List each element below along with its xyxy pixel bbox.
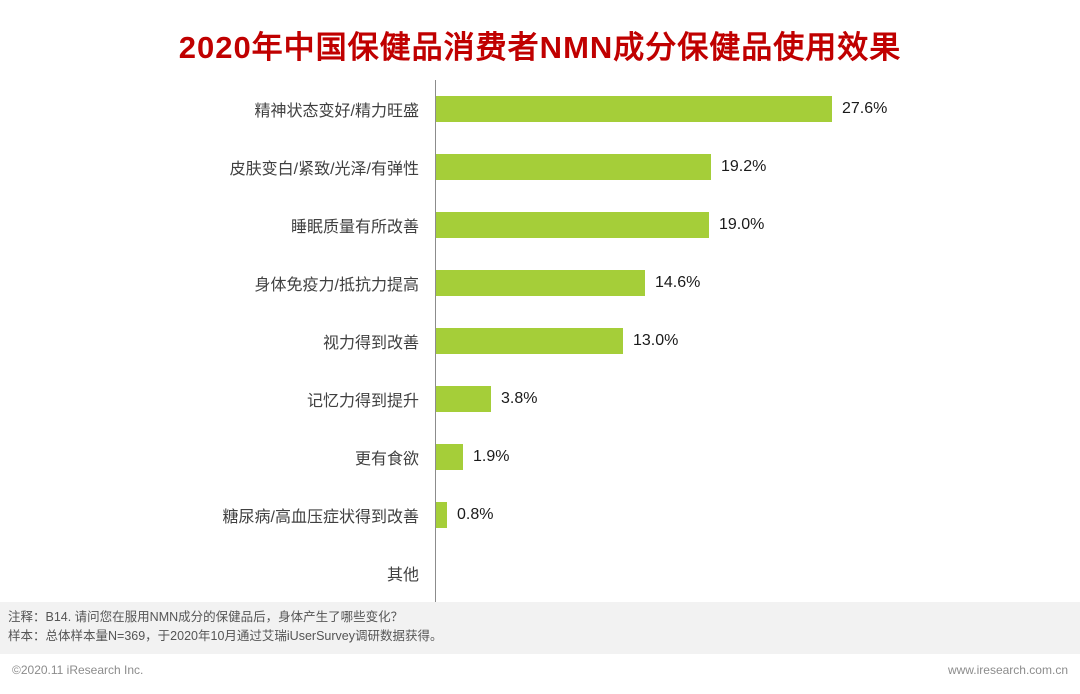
bar (436, 386, 491, 412)
bar (436, 96, 832, 122)
category-label: 糖尿病/高血压症状得到改善 (222, 509, 419, 526)
category-label: 皮肤变白/紧致/光泽/有弹性 (229, 161, 419, 178)
value-label: 19.0% (719, 216, 765, 233)
value-label: 19.2% (721, 158, 767, 175)
bar-zone: 1.9% (435, 428, 1080, 486)
bar-row: 糖尿病/高血压症状得到改善 0.8% (0, 486, 1080, 544)
bar-zone: 27.6% (435, 80, 1080, 138)
bar (436, 270, 645, 296)
bar-row: 记忆力得到提升 3.8% (0, 370, 1080, 428)
bar (436, 444, 463, 470)
bar-row: 更有食欲 1.9% (0, 428, 1080, 486)
bar (436, 328, 623, 354)
bar-zone: 19.0% (435, 196, 1080, 254)
bar-zone: 0.8% (435, 486, 1080, 544)
bar-zone: 3.8% (435, 370, 1080, 428)
bar-chart: 精神状态变好/精力旺盛 27.6% 皮肤变白/紧致/光泽/有弹性 19.2% 睡眠质量有… (0, 80, 1080, 602)
bar (436, 502, 447, 528)
website-url: www.iresearch.com.cn (947, 662, 1068, 677)
bar-zone: 14.6% (435, 254, 1080, 312)
value-label: 14.6% (655, 274, 701, 291)
copyright-text: ©2020.11 iResearch Inc. (12, 662, 144, 677)
value-label: 1.9% (473, 448, 510, 465)
footnote-sample: 样本：总体样本量N=369，于2020年10月通过艾瑞iUserSurvey调研… (8, 629, 443, 644)
bar-row: 精神状态变好/精力旺盛 27.6% (0, 80, 1080, 138)
footnotes: 注释：B14. 请问您在服用NMN成分的保健品后，身体产生了哪些变化？ 样本：总… (0, 602, 1080, 654)
bar-zone: 13.0% (435, 312, 1080, 370)
bar (436, 154, 711, 180)
bar-zone (435, 544, 1080, 602)
category-label: 记忆力得到提升 (306, 393, 419, 410)
category-label: 更有食欲 (354, 451, 419, 468)
bar-zone: 19.2% (435, 138, 1080, 196)
chart-title: 2020年中国保健品消费者NMN成分保健品使用效果 (178, 30, 902, 65)
bar-row: 皮肤变白/紧致/光泽/有弹性 19.2% (0, 138, 1080, 196)
value-label: 3.8% (501, 390, 538, 407)
bar-row: 其他 (0, 544, 1080, 602)
bar (436, 212, 709, 238)
value-label: 27.6% (842, 100, 888, 117)
category-label: 视力得到改善 (322, 335, 419, 352)
value-label: 13.0% (633, 332, 679, 349)
page-footer: ©2020.11 iResearch Inc. www.iresearch.co… (0, 654, 1080, 686)
category-label: 身体免疫力/抵抗力提高 (254, 277, 419, 294)
bar-row: 视力得到改善 13.0% (0, 312, 1080, 370)
value-label: 0.8% (457, 506, 494, 523)
category-label: 精神状态变好/精力旺盛 (254, 103, 419, 120)
footnote-question: 注释：B14. 请问您在服用NMN成分的保健品后，身体产生了哪些变化？ (8, 610, 404, 624)
category-label: 睡眠质量有所改善 (290, 219, 419, 236)
category-label: 其他 (386, 567, 419, 584)
bar-row: 身体免疫力/抵抗力提高 14.6% (0, 254, 1080, 312)
bar-row: 睡眠质量有所改善 19.0% (0, 196, 1080, 254)
